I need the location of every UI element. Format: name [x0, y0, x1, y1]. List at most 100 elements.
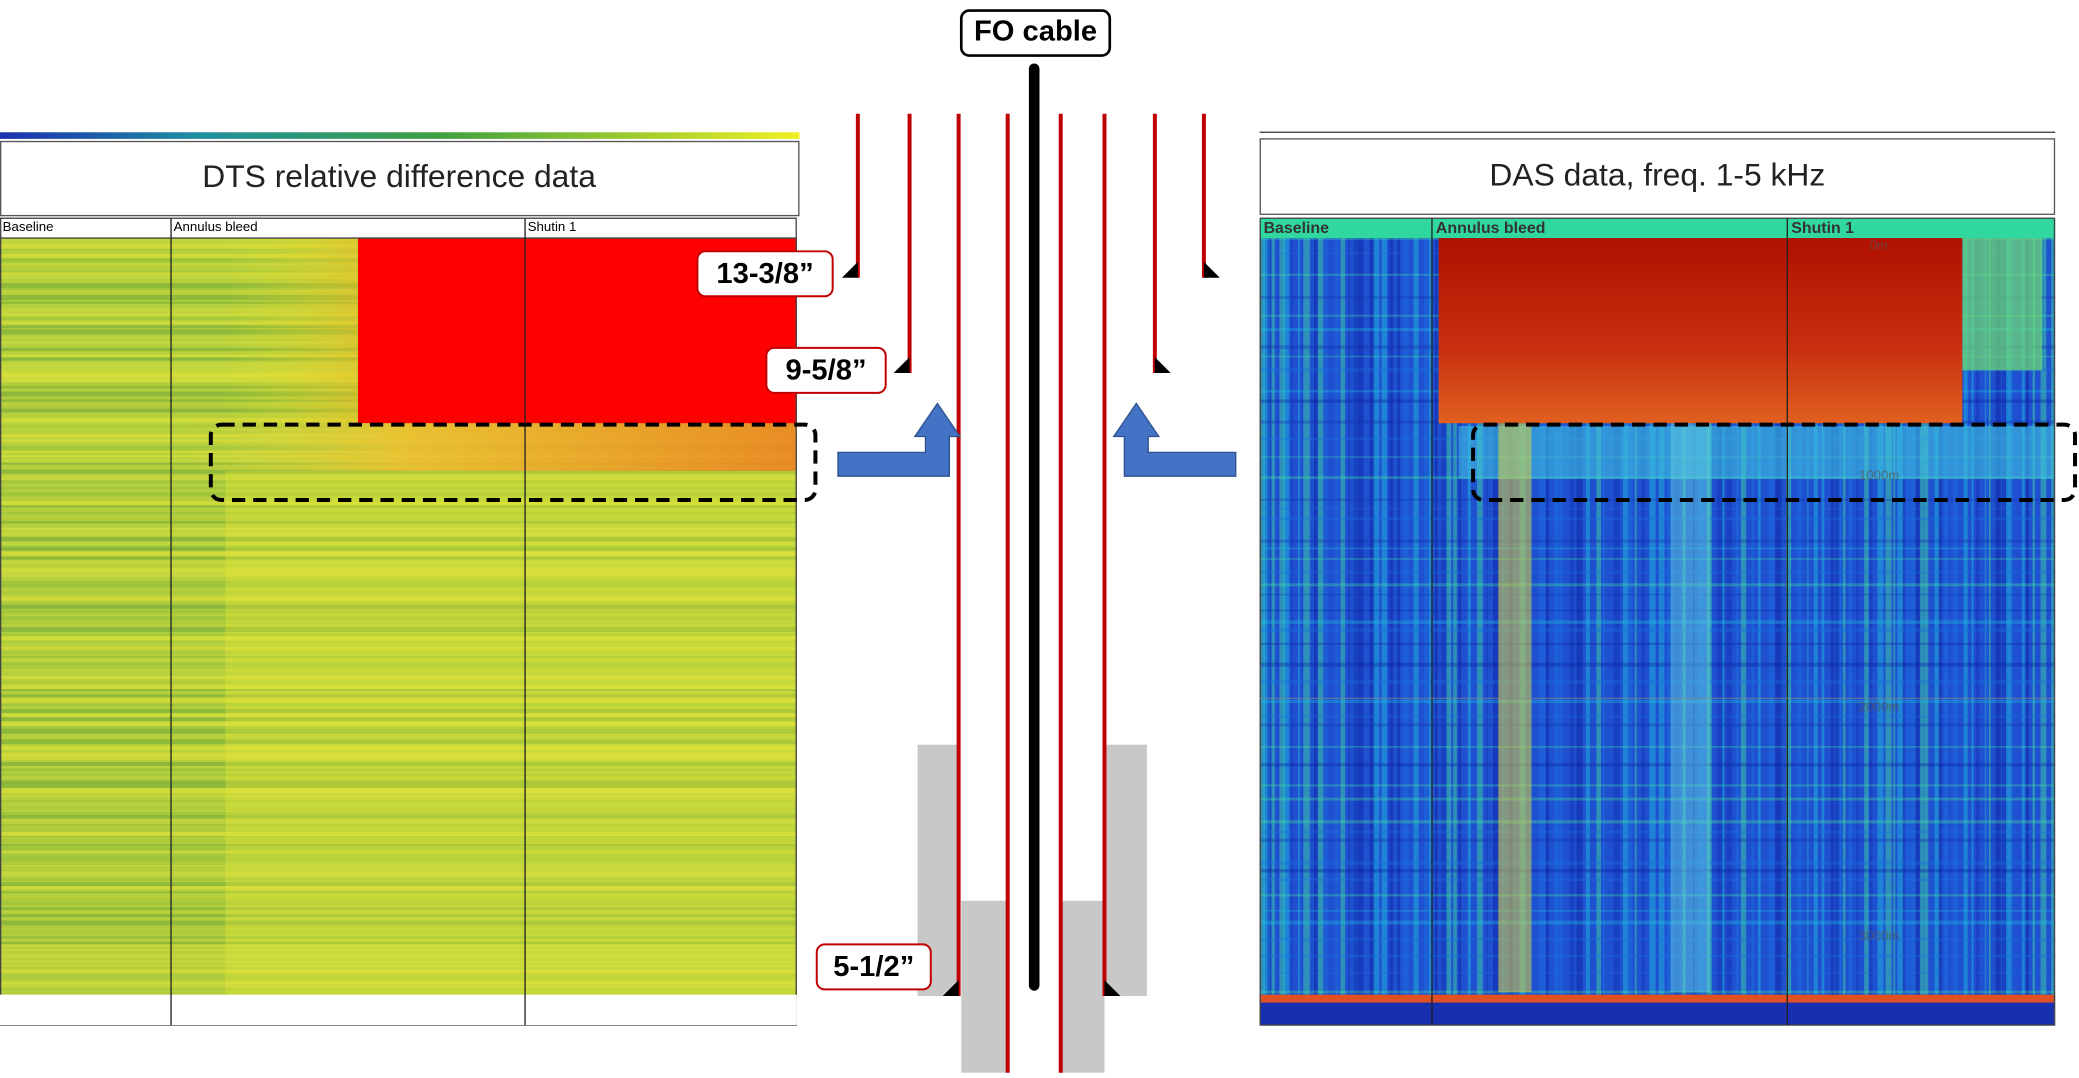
texture — [1458, 238, 1462, 995]
texture — [0, 826, 797, 830]
texture — [0, 800, 797, 802]
casings — [855, 113, 1206, 1073]
texture — [1893, 238, 1896, 995]
texture — [1740, 238, 1747, 995]
texture — [0, 616, 797, 621]
texture — [1259, 861, 2056, 865]
texture — [0, 537, 797, 542]
texture — [1486, 238, 1488, 995]
cement — [1104, 744, 1147, 996]
texture — [1259, 972, 2056, 974]
texture — [0, 521, 797, 524]
texture — [1585, 238, 1590, 995]
heat-band — [1458, 425, 2056, 479]
texture — [1446, 238, 1452, 995]
texture — [0, 505, 797, 508]
texture — [1641, 238, 1645, 995]
texture — [0, 712, 797, 719]
texture — [0, 929, 797, 935]
bottom-strip — [1259, 994, 2056, 1003]
texture — [1453, 238, 1457, 995]
texture — [0, 871, 797, 877]
texture — [0, 486, 797, 490]
texture — [1317, 238, 1324, 995]
texture — [1259, 583, 2056, 587]
texture — [1259, 679, 2056, 684]
texture — [0, 531, 797, 537]
texture — [1477, 238, 1483, 995]
texture — [1279, 238, 1285, 995]
texture — [1492, 238, 1500, 995]
plot-frame — [1259, 217, 2056, 1026]
texture — [1539, 238, 1546, 995]
fo-cable-label: FO cable — [974, 16, 1097, 48]
texture — [0, 913, 797, 918]
texture — [1726, 238, 1732, 995]
texture — [1259, 894, 2056, 897]
texture — [1259, 517, 2056, 521]
texture — [1559, 238, 1563, 995]
texture — [1353, 238, 1360, 995]
texture — [0, 658, 797, 661]
texture — [1995, 238, 2001, 995]
texture — [0, 941, 797, 945]
texture — [0, 544, 797, 550]
texture — [0, 626, 797, 633]
depth-label: 1000m — [1859, 468, 1900, 483]
texture — [1259, 539, 2056, 543]
texture — [1839, 238, 1843, 995]
texture — [1340, 238, 1346, 995]
texture — [0, 964, 797, 967]
texture — [1335, 238, 1339, 995]
texture — [0, 591, 797, 594]
texture — [0, 542, 797, 547]
texture — [0, 518, 797, 522]
texture — [1971, 238, 1974, 995]
title-box — [1259, 138, 2056, 215]
heat-streak — [1498, 423, 1532, 993]
texture — [1424, 238, 1431, 995]
texture — [0, 814, 797, 819]
depth-label: 0m — [1870, 238, 1888, 253]
texture — [1923, 238, 1929, 995]
texture — [0, 669, 797, 671]
texture — [1441, 238, 1447, 995]
texture — [1975, 238, 1980, 995]
texture — [0, 494, 797, 497]
phase-label: Baseline — [3, 219, 54, 234]
texture — [1869, 238, 1873, 995]
texture — [0, 812, 797, 815]
texture — [1785, 238, 1792, 995]
texture — [1634, 238, 1637, 995]
texture — [0, 846, 797, 851]
texture — [0, 556, 797, 560]
texture — [0, 600, 797, 605]
texture — [1943, 238, 1949, 995]
texture — [1613, 238, 1620, 995]
texture — [0, 703, 797, 706]
depth-label: 3000m — [1859, 928, 1900, 943]
texture — [1303, 238, 1310, 995]
texture — [1259, 869, 2056, 873]
label-box — [815, 943, 932, 991]
texture — [1848, 238, 1853, 995]
texture — [0, 974, 797, 979]
texture — [0, 636, 797, 642]
texture — [0, 726, 797, 729]
texture — [2006, 238, 2012, 995]
texture — [1259, 628, 2056, 632]
phase-label: Shutin 1 — [1791, 220, 1854, 237]
texture — [0, 646, 797, 651]
texture — [0, 768, 797, 772]
texture — [1259, 498, 2056, 501]
texture — [0, 924, 797, 928]
texture — [0, 746, 797, 751]
texture — [0, 981, 797, 985]
texture — [2011, 238, 2014, 995]
texture — [1291, 238, 1293, 995]
texture — [1885, 238, 1892, 995]
texture — [0, 527, 797, 531]
texture — [0, 476, 797, 481]
texture — [1359, 238, 1364, 995]
